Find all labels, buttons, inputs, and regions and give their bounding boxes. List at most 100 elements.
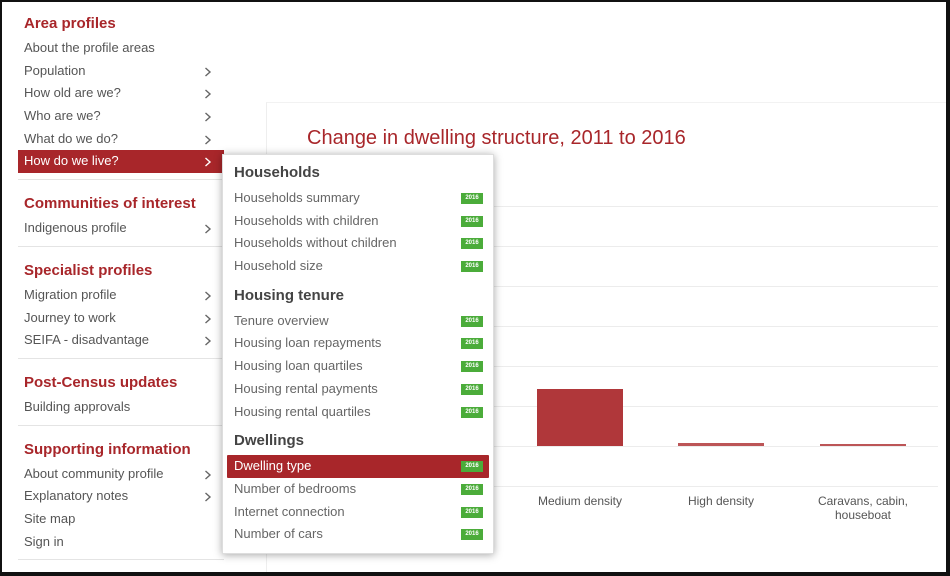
census-year-badge: 2016 <box>461 215 483 227</box>
census-year-badge: 2016 <box>461 383 483 395</box>
chart-gridline <box>491 486 938 487</box>
chevron-right-icon <box>204 485 214 508</box>
sidebar-item-site-map[interactable]: Site map <box>18 508 224 531</box>
chevron-right-icon <box>204 105 214 128</box>
menu-group-title: Households <box>234 164 320 181</box>
menu-item-dwelling-type[interactable]: Dwelling type 2016 <box>227 455 489 478</box>
nav-heading-communities-of-interest[interactable]: Communities of interest <box>24 195 196 213</box>
census-year-badge: 2016 <box>461 261 483 273</box>
nav-section-communities-of-interest: Communities of interest Indigenous profil… <box>18 190 224 247</box>
census-year-badge: 2016 <box>461 338 483 350</box>
chevron-right-icon <box>204 284 214 307</box>
chart-gridline <box>491 406 938 407</box>
nav-section-supporting-information: Supporting information About community pr… <box>18 436 224 561</box>
nav-heading-post-census-updates[interactable]: Post-Census updates <box>24 373 178 391</box>
census-year-badge: 2016 <box>461 506 483 518</box>
chevron-right-icon <box>204 150 214 173</box>
chart-gridline <box>491 446 938 447</box>
sidebar-item-label: Site map <box>24 510 76 526</box>
menu-item-label: Housing loan quartiles <box>234 358 363 374</box>
chevron-right-icon <box>204 60 214 83</box>
census-year-badge: 2016 <box>461 406 483 418</box>
census-year-badge: 2016 <box>461 483 483 495</box>
menu-item-label: Housing loan repayments <box>234 335 382 351</box>
menu-item-label: Households with children <box>234 212 379 228</box>
chevron-right-icon <box>204 217 214 240</box>
chart-gridline <box>491 286 938 287</box>
menu-item-label: Dwelling type <box>234 458 312 474</box>
sidebar-item-indigenous-profile[interactable]: Indigenous profile <box>18 217 224 240</box>
menu-item-label: Housing rental payments <box>234 380 378 396</box>
menu-item-number-of-bedrooms[interactable]: Number of bedrooms 2016 <box>223 478 493 501</box>
chart-bar-medium-density[interactable] <box>537 389 623 446</box>
sidebar-item-label: Sign in <box>24 533 64 549</box>
sidebar-item-who-are-we[interactable]: Who are we? <box>18 105 224 128</box>
menu-item-housing-rental-quartiles[interactable]: Housing rental quartiles 2016 <box>223 401 493 424</box>
sidebar-item-label: SEIFA - disadvantage <box>24 332 150 348</box>
nav-heading-specialist-profiles[interactable]: Specialist profiles <box>24 261 153 279</box>
sidebar-item-journey-to-work[interactable]: Journey to work <box>18 307 224 330</box>
chart-bar-high-density[interactable] <box>678 443 764 446</box>
census-year-badge: 2016 <box>461 315 483 327</box>
sidebar-item-population[interactable]: Population <box>18 60 224 83</box>
menu-item-internet-connection[interactable]: Internet connection 2016 <box>223 501 493 524</box>
sidebar-item-label: About the profile areas <box>24 40 155 55</box>
chart-gridline <box>491 206 938 207</box>
sidebar-item-label: Indigenous profile <box>24 220 127 236</box>
chart-gridline <box>491 326 938 327</box>
nav-heading-supporting-information[interactable]: Supporting information <box>24 440 191 458</box>
sidebar-item-how-do-we-live[interactable]: How do we live? <box>18 150 224 174</box>
census-year-badge: 2016 <box>461 193 483 204</box>
chevron-right-icon <box>204 82 214 105</box>
nav-section-area-profiles: Area profiles About the profile areas Popu… <box>18 10 224 181</box>
menu-item-number-of-cars[interactable]: Number of cars 2016 <box>223 523 493 546</box>
sidebar-item-how-old-are-we[interactable]: How old are we? <box>18 82 224 105</box>
sidebar-nav: Area profiles About the profile areas Popu… <box>18 10 224 570</box>
chart-bar-caravans-cabin-houseboat[interactable] <box>820 444 906 446</box>
chevron-right-icon <box>204 307 214 330</box>
menu-item-household-size[interactable]: Household size 2016 <box>223 255 493 278</box>
menu-item-households-without-children[interactable]: Households without children 2016 <box>223 232 493 255</box>
menu-item-label: Households summary <box>234 190 360 205</box>
menu-item-housing-loan-quartiles[interactable]: Housing loan quartiles 2016 <box>223 355 493 378</box>
menu-item-housing-loan-repayments[interactable]: Housing loan repayments 2016 <box>223 332 493 355</box>
sidebar-item-seifa-disadvantage[interactable]: SEIFA - disadvantage <box>18 329 224 352</box>
sidebar-item-label: About community profile <box>24 465 164 481</box>
sidebar-item-what-do-we-do[interactable]: What do we do? <box>18 128 224 151</box>
sidebar-item-about-the-profile-areas[interactable]: About the profile areas <box>18 37 224 60</box>
menu-group-title: Housing tenure <box>234 286 345 304</box>
sidebar-item-sign-in[interactable]: Sign in <box>18 531 224 554</box>
sidebar-item-label: Explanatory notes <box>24 488 129 504</box>
chart-title: Change in dwelling structure, 2011 to 20… <box>307 127 686 149</box>
menu-group-housing-tenure: Housing tenure Tenure overview 2016 Housing… <box>223 278 493 423</box>
sidebar-item-label: Migration profile <box>24 286 117 302</box>
menu-item-label: Tenure overview <box>234 312 329 328</box>
nav-heading-area-profiles[interactable]: Area profiles <box>24 15 116 32</box>
menu-item-households-summary[interactable]: Households summary 2016 <box>223 187 493 210</box>
menu-group-households: Households Households summary 2016 Househol… <box>223 155 493 278</box>
sidebar-item-label: Who are we? <box>24 108 101 124</box>
menu-item-tenure-overview[interactable]: Tenure overview 2016 <box>223 310 493 333</box>
census-year-badge: 2016 <box>461 361 483 373</box>
x-tick-label: Caravans, cabin, houseboat <box>817 494 909 522</box>
menu-item-label: Household size <box>234 258 323 274</box>
sidebar-item-migration-profile[interactable]: Migration profile <box>18 284 224 307</box>
menu-item-label: Number of cars <box>234 526 323 542</box>
menu-item-housing-rental-payments[interactable]: Housing rental payments 2016 <box>223 378 493 401</box>
menu-item-label: Households without children <box>234 235 397 251</box>
nav-section-specialist-profiles: Specialist profiles Migration profile Jour… <box>18 257 224 359</box>
census-year-badge: 2016 <box>461 238 483 250</box>
sidebar-item-about-community-profile[interactable]: About community profile <box>18 463 224 486</box>
menu-group-dwellings: Dwellings Dwelling type 2016 Number of bedr… <box>223 423 493 546</box>
sidebar-item-building-approvals[interactable]: Building approvals <box>18 396 224 419</box>
census-year-badge: 2016 <box>461 529 483 541</box>
sidebar-item-label: What do we do? <box>24 130 118 146</box>
x-tick-label: Medium density <box>537 494 623 508</box>
nav-section-post-census-updates: Post-Census updates Building approvals <box>18 369 224 426</box>
menu-group-title: Dwellings <box>234 432 305 450</box>
chart-gridline <box>491 366 938 367</box>
chevron-right-icon <box>204 128 214 151</box>
sidebar-item-explanatory-notes[interactable]: Explanatory notes <box>18 485 224 508</box>
menu-item-households-with-children[interactable]: Households with children 2016 <box>223 210 493 233</box>
